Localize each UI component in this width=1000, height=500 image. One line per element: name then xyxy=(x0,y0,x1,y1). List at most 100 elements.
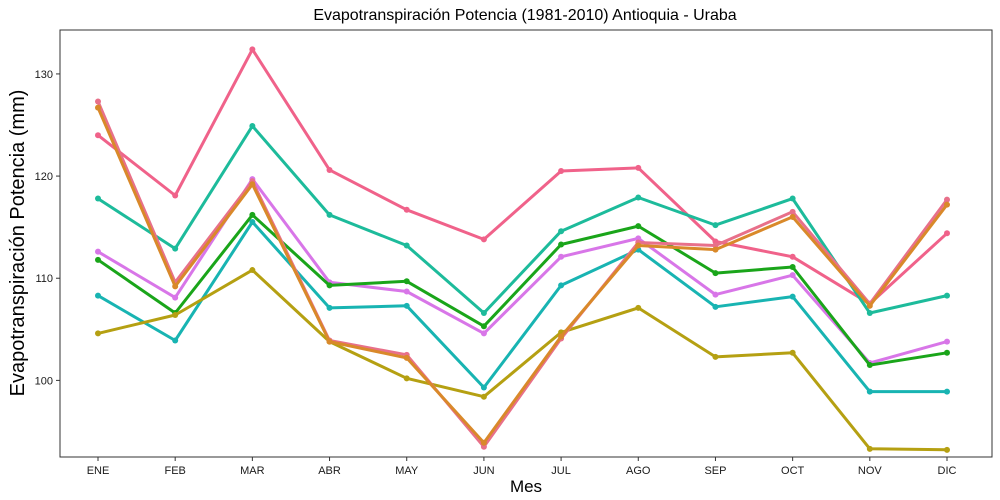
data-point xyxy=(712,291,719,298)
x-tick-label: FEB xyxy=(164,465,185,477)
data-point xyxy=(403,302,410,309)
data-point xyxy=(944,388,950,395)
data-point xyxy=(712,303,719,310)
data-point xyxy=(249,46,256,53)
x-tick-label: AGO xyxy=(626,465,651,477)
data-point xyxy=(712,270,719,277)
data-point xyxy=(172,192,179,199)
data-point xyxy=(326,166,333,173)
data-point xyxy=(789,195,796,202)
data-point xyxy=(789,253,796,260)
data-point xyxy=(558,167,565,174)
data-point xyxy=(403,375,410,382)
data-point xyxy=(635,164,642,171)
data-point xyxy=(403,242,410,249)
data-point xyxy=(403,206,410,213)
data-point xyxy=(326,304,333,311)
y-tick-label: 120 xyxy=(35,171,53,183)
data-point xyxy=(249,211,256,218)
data-point xyxy=(558,253,565,260)
data-point xyxy=(635,194,642,201)
x-tick-label: MAR xyxy=(240,465,265,477)
y-axis-label: Evapotranspiración Potencia (mm) xyxy=(7,90,29,397)
series-line xyxy=(96,220,949,394)
data-point xyxy=(403,354,410,361)
series-line xyxy=(96,124,949,315)
data-point xyxy=(172,337,179,344)
data-point xyxy=(172,283,179,290)
data-point xyxy=(558,241,565,248)
data-point xyxy=(95,248,101,255)
data-point xyxy=(712,353,719,360)
x-tick-label: NOV xyxy=(858,465,883,477)
x-tick-label: JUN xyxy=(473,465,494,477)
x-tick-label: SEP xyxy=(704,465,726,477)
data-point xyxy=(480,236,487,243)
series-6 xyxy=(95,267,950,453)
data-point xyxy=(172,312,179,319)
data-point xyxy=(95,292,101,299)
data-point xyxy=(944,196,950,203)
data-point xyxy=(480,439,487,446)
data-point xyxy=(480,330,487,337)
data-point xyxy=(326,211,333,218)
data-point xyxy=(95,98,101,105)
data-point xyxy=(326,338,333,345)
data-point xyxy=(480,323,487,330)
series-line xyxy=(96,213,949,367)
series-1 xyxy=(95,46,950,307)
data-point xyxy=(635,304,642,311)
x-tick-label: ABR xyxy=(318,465,341,477)
x-tick-label: JUL xyxy=(551,465,571,477)
data-point xyxy=(866,302,873,309)
data-point xyxy=(944,230,950,237)
data-point xyxy=(480,384,487,391)
data-point xyxy=(789,349,796,356)
data-point xyxy=(558,282,565,289)
data-point xyxy=(95,132,101,139)
series-line xyxy=(96,47,949,306)
data-point xyxy=(249,267,256,274)
series-group xyxy=(95,46,950,453)
data-point xyxy=(866,362,873,369)
data-point xyxy=(326,282,333,289)
data-point xyxy=(712,246,719,253)
plot-panel xyxy=(59,29,993,458)
series-4 xyxy=(95,211,950,369)
x-tick-label: ENE xyxy=(87,465,110,477)
data-point xyxy=(95,195,101,202)
data-point xyxy=(249,181,256,188)
data-point xyxy=(558,228,565,235)
data-point xyxy=(558,333,565,340)
data-point xyxy=(866,388,873,395)
data-point xyxy=(944,201,950,208)
y-tick-label: 100 xyxy=(35,375,53,387)
data-point xyxy=(789,208,796,215)
data-point xyxy=(249,123,256,130)
data-point xyxy=(944,292,950,299)
x-tick-label: OCT xyxy=(781,465,805,477)
data-point xyxy=(944,338,950,345)
y-tick-label: 110 xyxy=(35,273,53,285)
series-8 xyxy=(95,104,950,446)
data-point xyxy=(635,223,642,230)
data-point xyxy=(480,393,487,400)
series-line xyxy=(96,106,949,445)
data-point xyxy=(172,245,179,252)
data-point xyxy=(95,256,101,263)
data-point xyxy=(866,309,873,316)
data-point xyxy=(95,330,101,337)
data-point xyxy=(789,213,796,220)
data-point xyxy=(866,445,873,452)
x-axis-label: Mes xyxy=(510,477,542,496)
series-2 xyxy=(95,123,950,316)
data-point xyxy=(95,104,101,111)
chart-title: Evapotranspiración Potencia (1981-2010) … xyxy=(313,7,736,24)
data-point xyxy=(635,242,642,249)
data-point xyxy=(172,294,179,301)
y-axis: 100 110 120 130 xyxy=(35,69,60,387)
series-line xyxy=(96,100,949,449)
data-point xyxy=(403,278,410,285)
series-line xyxy=(96,268,949,452)
